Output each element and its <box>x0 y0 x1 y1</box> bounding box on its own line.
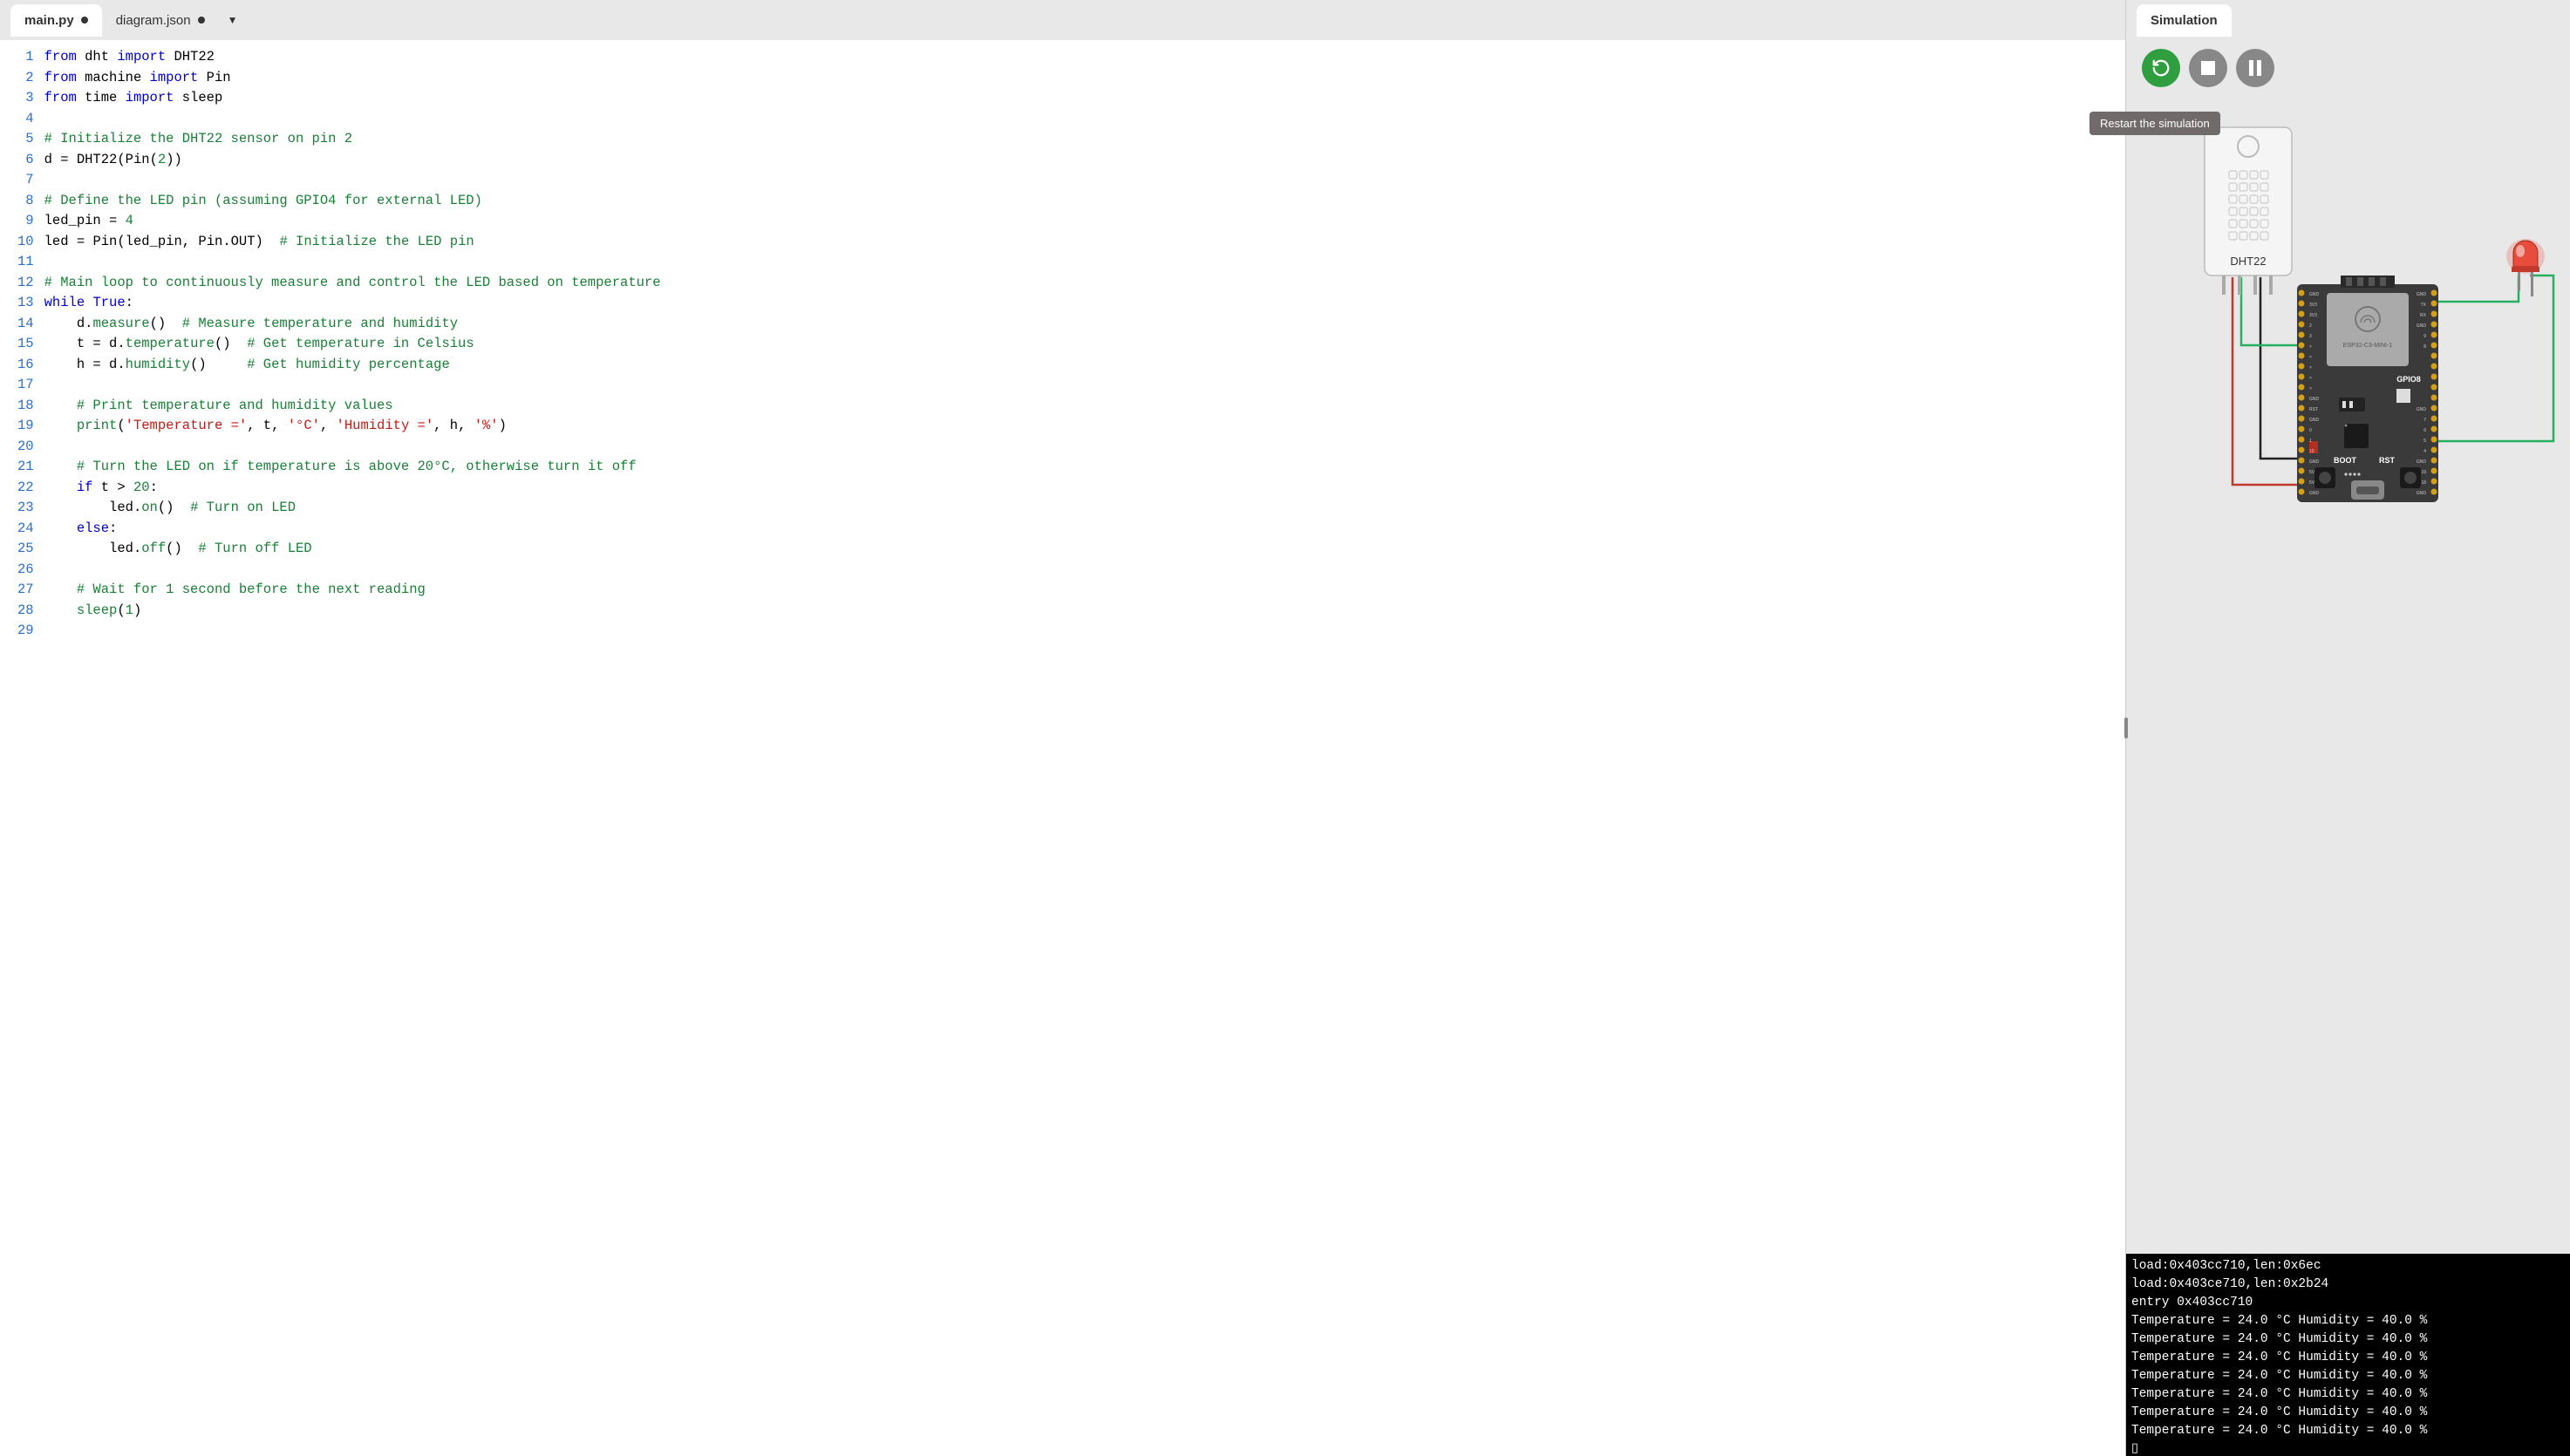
svg-text:1: 1 <box>2309 439 2312 444</box>
simulation-tabs: Simulation <box>2126 0 2570 40</box>
svg-text:7: 7 <box>2423 418 2426 423</box>
svg-text:5V: 5V <box>2309 470 2315 475</box>
svg-text:GND: GND <box>2309 459 2320 465</box>
code-editor[interactable]: 1234567891011121314151617181920212223242… <box>0 40 2125 1456</box>
svg-text:×: × <box>2309 365 2312 371</box>
svg-text:5V: 5V <box>2309 480 2315 486</box>
pane-resize-handle[interactable] <box>2119 711 2133 745</box>
svg-text:ESP32-C3-MINI-1: ESP32-C3-MINI-1 <box>2343 343 2393 349</box>
svg-text:10: 10 <box>2309 449 2314 454</box>
tabs-dropdown-icon[interactable]: ▼ <box>228 14 238 26</box>
svg-text:GND: GND <box>2417 407 2427 412</box>
svg-text:3V3: 3V3 <box>2309 313 2317 318</box>
svg-text:2: 2 <box>2309 323 2312 329</box>
svg-text:5: 5 <box>2423 439 2426 444</box>
simulation-pane: Simulation Restart the simulation DHT22E… <box>2125 0 2570 1456</box>
simulation-canvas[interactable]: DHT22 ESP32-C3-MINI-1 GPIO8 BOOT RST GND 3V3 3V… <box>2126 40 2570 1254</box>
svg-text:×: × <box>2309 344 2312 350</box>
svg-text:GND: GND <box>2309 418 2320 423</box>
svg-text:GND: GND <box>2309 491 2320 496</box>
tab-label: Simulation <box>2151 13 2218 28</box>
svg-text:GND: GND <box>2417 323 2427 329</box>
modified-indicator-icon <box>81 17 88 24</box>
svg-text:GPIO8: GPIO8 <box>2396 375 2421 384</box>
svg-text:9: 9 <box>2423 334 2426 339</box>
restart-icon <box>2151 58 2171 78</box>
svg-text:3V3: 3V3 <box>2309 303 2317 308</box>
svg-text:18: 18 <box>2421 480 2426 486</box>
tab-label: main.py <box>24 13 74 28</box>
tab-main-py[interactable]: main.py <box>10 4 102 37</box>
svg-text:RST: RST <box>2309 407 2318 412</box>
svg-text:TX: TX <box>2421 303 2427 308</box>
editor-pane: main.py diagram.json ▼ 12345678910111213… <box>0 0 2125 1456</box>
svg-text:GND: GND <box>2417 292 2427 297</box>
svg-text:4: 4 <box>2423 449 2426 454</box>
svg-text:×: × <box>2309 376 2312 381</box>
stop-icon <box>2201 61 2215 75</box>
svg-text:19: 19 <box>2421 470 2426 475</box>
svg-text:DHT22: DHT22 <box>2230 255 2266 268</box>
tab-diagram-json[interactable]: diagram.json <box>102 4 219 37</box>
svg-text:6: 6 <box>2423 428 2426 433</box>
svg-text:BOOT: BOOT <box>2334 456 2357 465</box>
pause-icon <box>2248 60 2262 76</box>
serial-console[interactable]: load:0x403cc710,len:0x6ec load:0x403ce71… <box>2126 1254 2570 1456</box>
restart-tooltip: Restart the simulation <box>2089 112 2220 135</box>
svg-text:GND: GND <box>2417 459 2427 465</box>
pause-button[interactable] <box>2236 49 2274 87</box>
stop-button[interactable] <box>2189 49 2227 87</box>
modified-indicator-icon <box>198 17 205 24</box>
line-gutter: 1234567891011121314151617181920212223242… <box>0 40 44 1456</box>
svg-text:RST: RST <box>2379 456 2396 465</box>
restart-button[interactable] <box>2142 49 2180 87</box>
svg-text:GND: GND <box>2309 397 2320 402</box>
svg-text:RX: RX <box>2420 313 2427 318</box>
svg-text:GND: GND <box>2417 491 2427 496</box>
svg-text:8: 8 <box>2423 344 2426 350</box>
svg-text:3: 3 <box>2309 334 2312 339</box>
svg-text:×: × <box>2309 355 2312 360</box>
circuit-diagram: DHT22 ESP32-C3-MINI-1 GPIO8 BOOT RST GND 3V3 3V… <box>2126 40 2570 511</box>
svg-text:0: 0 <box>2309 428 2312 433</box>
tab-label: diagram.json <box>116 13 191 28</box>
simulation-toolbar <box>2142 49 2274 87</box>
app-root: main.py diagram.json ▼ 12345678910111213… <box>0 0 2570 1456</box>
svg-text:×: × <box>2309 386 2312 391</box>
code-content[interactable]: from dht import DHT22from machine import… <box>44 40 670 1456</box>
svg-text:GND: GND <box>2309 292 2320 297</box>
editor-tabs: main.py diagram.json ▼ <box>0 0 2125 40</box>
tab-simulation[interactable]: Simulation <box>2137 4 2232 37</box>
